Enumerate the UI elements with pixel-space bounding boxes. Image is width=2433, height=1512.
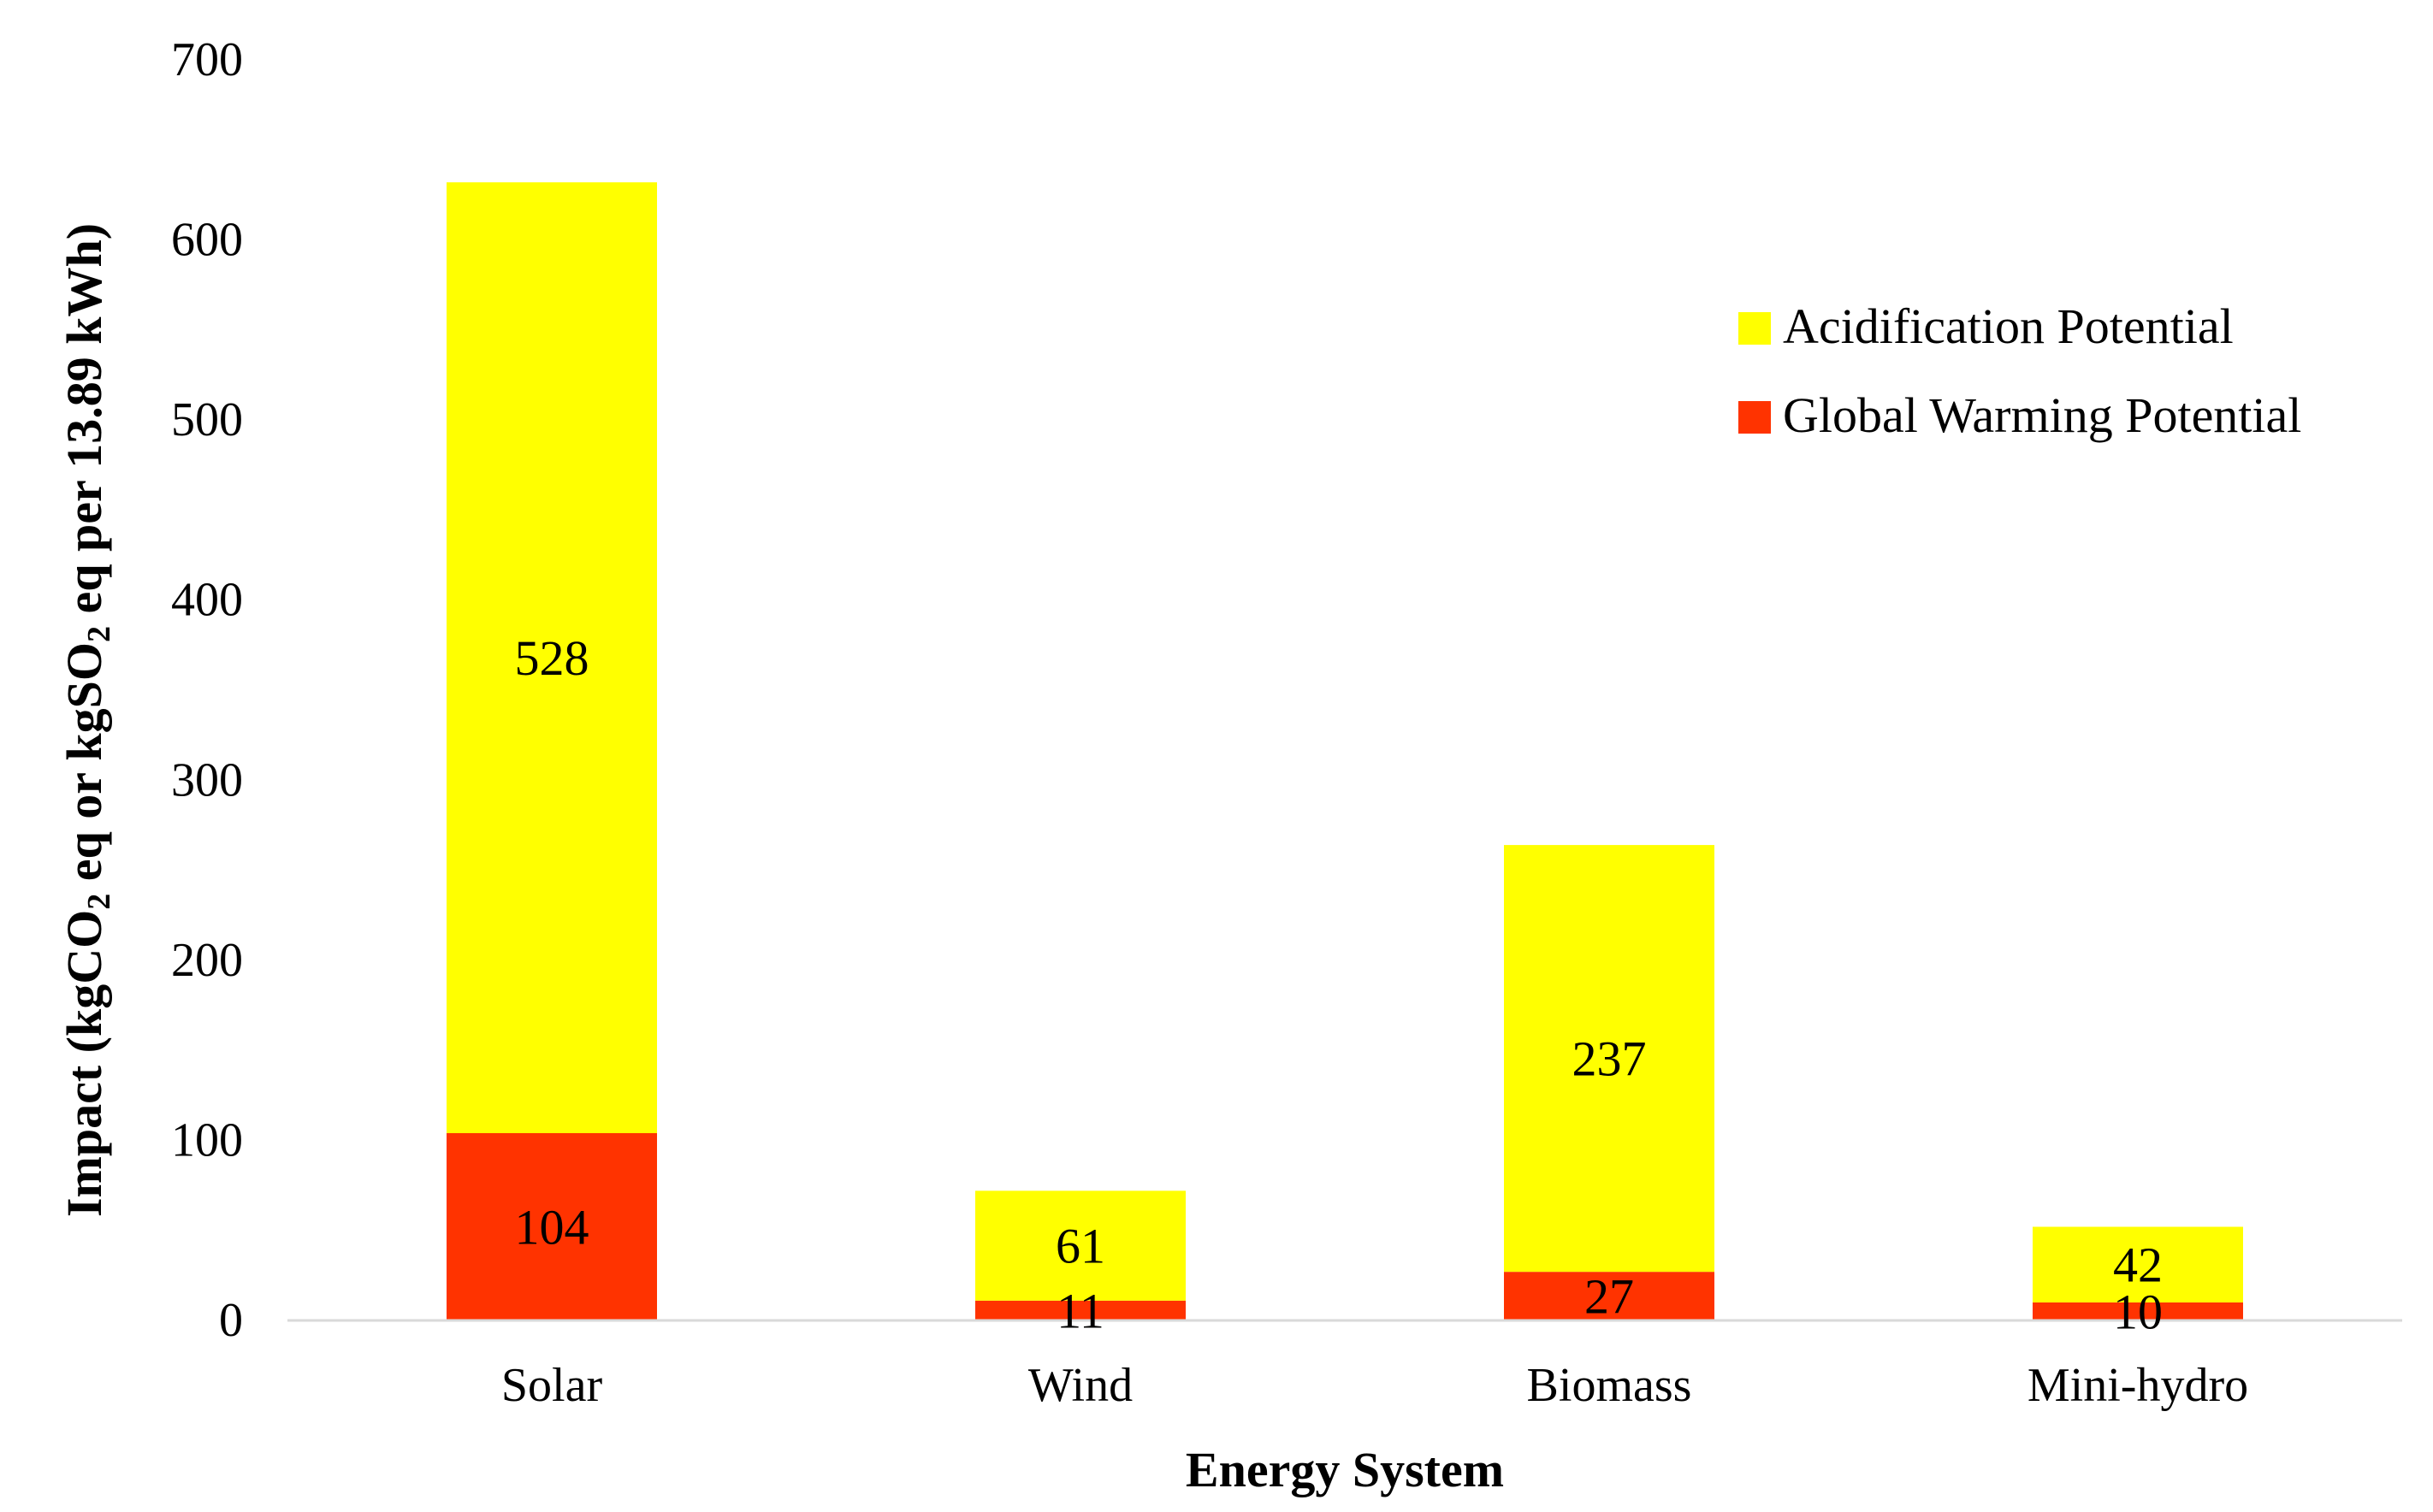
y-tick-label: 600 [171, 214, 243, 267]
bar-solar-gwp [447, 1133, 657, 1320]
y-tick-label: 0 [219, 1294, 243, 1347]
bar-biomass-gwp [1504, 1272, 1714, 1320]
data-label-biomass-ap: 237 [1572, 1031, 1647, 1087]
legend: Acidification Potential Global Warming Po… [1738, 298, 2301, 443]
bar-mini-hydro-gwp [2033, 1302, 2243, 1320]
bar-biomass-ap [1504, 845, 1714, 1273]
y-axis-title-part: 2 [81, 894, 117, 910]
y-axis-title-part: eq per 13.89 kWh) [56, 223, 112, 626]
bar-wind-ap [975, 1190, 1186, 1301]
x-axis-ticks: Solar Wind Biomass Mini-hydro [501, 1359, 2248, 1412]
data-label-wind-ap: 61 [1056, 1219, 1105, 1274]
y-tick-label: 500 [171, 393, 243, 446]
y-axis-title: Impact (kgCO2 eq or kgSO2 eq per 13.89 k… [56, 223, 117, 1217]
y-axis-title-part: Impact (kgCO [56, 910, 112, 1217]
data-label-solar-gwp: 104 [515, 1200, 589, 1255]
legend-swatch [1738, 401, 1771, 434]
x-tick-label: Biomass [1527, 1359, 1692, 1412]
bar-solar-ap [447, 182, 657, 1134]
x-tick-label: Solar [501, 1359, 603, 1412]
x-tick-label: Wind [1028, 1359, 1133, 1412]
y-tick-label: 400 [171, 574, 243, 627]
data-label-mini-hydro-ap: 42 [2113, 1237, 2163, 1293]
y-tick-label: 300 [171, 753, 243, 806]
bar-wind-gwp [975, 1300, 1186, 1320]
y-tick-label: 100 [171, 1113, 243, 1166]
x-axis-title: Energy System [1186, 1442, 1504, 1497]
legend-swatch [1738, 312, 1771, 345]
bar-mini-hydro-ap [2033, 1226, 2243, 1302]
y-axis-title-part: 2 [81, 626, 117, 642]
x-tick-label: Mini-hydro [2028, 1359, 2248, 1412]
y-tick-label: 700 [171, 33, 243, 86]
data-label-mini-hydro-gwp: 10 [2113, 1284, 2163, 1339]
legend-label: Acidification Potential [1783, 298, 2234, 354]
y-axis-title-part: eq or kgSO [56, 642, 112, 894]
legend-label: Global Warming Potential [1783, 387, 2301, 443]
y-axis-ticks: 0 100 200 300 400 500 600 700 [171, 33, 243, 1347]
data-label-wind-gwp: 11 [1057, 1283, 1104, 1338]
y-tick-label: 200 [171, 934, 243, 987]
data-label-solar-ap: 528 [515, 630, 589, 686]
bars-group [447, 182, 2243, 1320]
data-label-biomass-gwp: 27 [1584, 1269, 1634, 1325]
